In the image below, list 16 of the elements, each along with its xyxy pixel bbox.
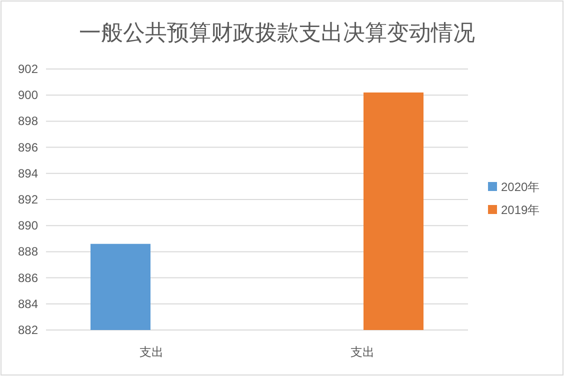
y-tick-label: 892 xyxy=(18,192,38,206)
y-tick-label: 888 xyxy=(18,244,38,259)
x-tick-label: 支出 xyxy=(350,345,374,359)
y-tick-label: 902 xyxy=(18,62,38,76)
y-tick-label: 900 xyxy=(18,88,38,102)
y-tick-label: 898 xyxy=(18,114,38,128)
x-tick-label: 支出 xyxy=(140,345,164,359)
chart-title: 一般公共预算财政拨款支出决算变动情况 xyxy=(79,20,475,45)
y-tick-label: 884 xyxy=(18,296,38,311)
y-tick-label: 882 xyxy=(18,323,38,337)
legend-label: 2019年 xyxy=(501,203,540,217)
y-tick-label: 886 xyxy=(18,270,38,285)
y-tick-label: 896 xyxy=(18,140,38,154)
legend-label: 2020年 xyxy=(501,180,540,194)
y-tick-label: 890 xyxy=(18,218,38,233)
y-tick-label: 894 xyxy=(18,166,38,180)
